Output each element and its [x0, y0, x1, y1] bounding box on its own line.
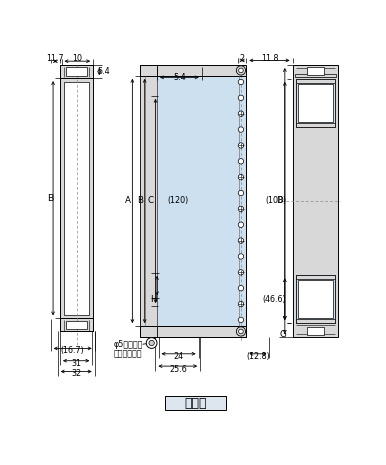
Circle shape	[239, 329, 243, 334]
Bar	[296, 275, 335, 323]
Circle shape	[236, 66, 245, 75]
Text: A: A	[125, 196, 131, 206]
Bar	[60, 65, 93, 332]
Text: (120): (120)	[167, 196, 188, 206]
Text: B: B	[137, 196, 143, 206]
Circle shape	[238, 127, 244, 132]
Bar	[66, 67, 87, 76]
Circle shape	[238, 286, 244, 291]
Circle shape	[238, 111, 244, 116]
Text: (12.8): (12.8)	[246, 352, 270, 361]
Bar	[296, 319, 335, 323]
Circle shape	[238, 190, 244, 196]
Circle shape	[146, 338, 157, 348]
Bar	[293, 65, 338, 337]
Bar	[140, 65, 246, 337]
Circle shape	[238, 174, 244, 180]
Bar	[157, 76, 246, 326]
Text: φ5灰色電線: φ5灰色電線	[113, 340, 142, 349]
Circle shape	[238, 222, 244, 227]
Bar	[296, 123, 335, 126]
Text: B: B	[47, 194, 53, 203]
Text: C: C	[148, 196, 154, 206]
Text: 5.4: 5.4	[173, 73, 186, 82]
Bar	[140, 76, 157, 326]
Text: G: G	[279, 330, 286, 339]
Bar	[60, 65, 93, 78]
Circle shape	[238, 270, 244, 275]
Circle shape	[238, 159, 244, 164]
Text: H: H	[150, 295, 156, 304]
Bar	[307, 67, 324, 75]
Bar	[64, 82, 89, 314]
Text: 10: 10	[72, 54, 82, 63]
Bar	[60, 319, 93, 332]
Text: 5.4: 5.4	[98, 67, 110, 76]
Text: 2: 2	[240, 53, 245, 63]
Circle shape	[238, 80, 244, 85]
Text: 25.6: 25.6	[169, 365, 187, 374]
Text: 受光器: 受光器	[184, 397, 207, 410]
Bar	[296, 275, 335, 279]
Circle shape	[238, 317, 244, 323]
Bar	[298, 280, 333, 319]
Text: D: D	[276, 196, 283, 206]
Bar	[165, 396, 226, 410]
Text: (16.7): (16.7)	[61, 346, 85, 355]
Circle shape	[236, 327, 245, 336]
Circle shape	[238, 238, 244, 243]
Circle shape	[238, 95, 244, 100]
Text: （帶黑色線）: （帶黑色線）	[113, 349, 142, 359]
Circle shape	[149, 340, 154, 345]
Circle shape	[239, 68, 243, 73]
Bar	[140, 326, 246, 337]
Circle shape	[238, 301, 244, 307]
Bar	[295, 74, 336, 77]
Text: 11.8: 11.8	[261, 53, 278, 63]
Bar	[66, 321, 87, 329]
Text: 31: 31	[71, 359, 81, 367]
Bar	[298, 84, 333, 122]
Text: (108): (108)	[265, 196, 286, 206]
Bar	[140, 65, 246, 76]
Bar	[296, 79, 335, 126]
Circle shape	[238, 206, 244, 212]
Text: 32: 32	[71, 369, 81, 379]
Text: 11.7: 11.7	[47, 54, 64, 63]
Text: 24: 24	[174, 352, 184, 361]
Circle shape	[238, 143, 244, 148]
Bar	[296, 79, 335, 83]
Circle shape	[238, 254, 244, 259]
Text: (46.6): (46.6)	[262, 295, 286, 304]
Bar	[307, 327, 324, 334]
